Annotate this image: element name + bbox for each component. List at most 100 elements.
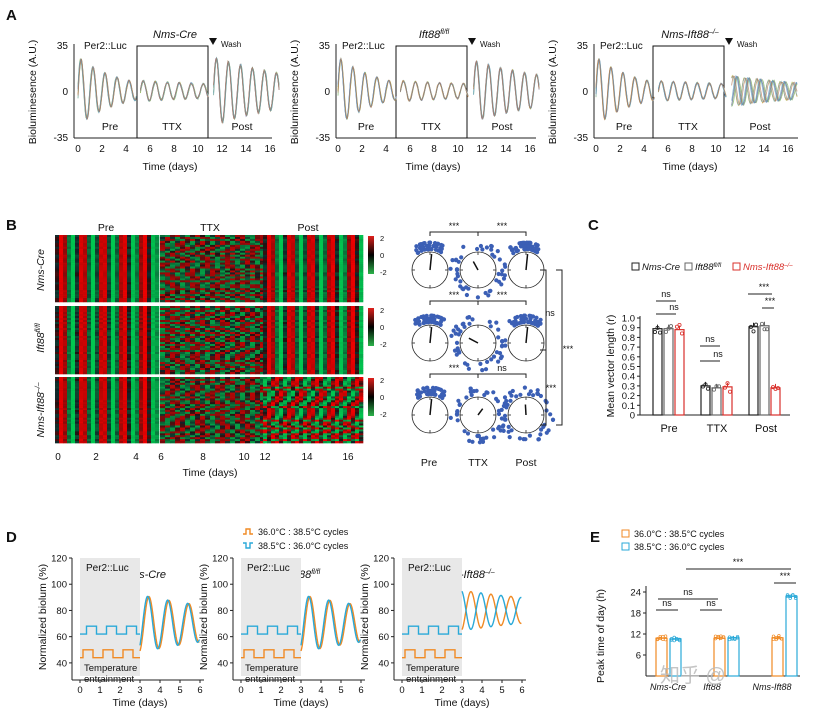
heatmap-cell bbox=[355, 264, 360, 267]
heatmap-cell bbox=[119, 235, 124, 238]
heatmap-cell bbox=[205, 262, 211, 265]
heatmap-cell bbox=[91, 242, 96, 246]
heatmap-cell bbox=[131, 298, 136, 301]
heatmap-cell bbox=[91, 334, 96, 337]
heatmap-cell bbox=[250, 338, 256, 341]
heatmap-cell bbox=[315, 322, 320, 325]
heatmap-cell bbox=[327, 332, 332, 335]
heatmap-cell bbox=[143, 282, 148, 285]
heatmap-cell bbox=[200, 286, 206, 289]
heatmap-cell bbox=[230, 360, 236, 363]
heatmap-cell bbox=[351, 256, 356, 259]
heatmap-cell bbox=[210, 292, 216, 295]
heatmap-cell bbox=[230, 242, 236, 246]
heatmap-cell bbox=[79, 292, 84, 295]
heatmap-cell bbox=[107, 372, 112, 375]
heatmap-cell bbox=[307, 235, 312, 238]
heatmap-cell bbox=[151, 324, 156, 327]
heatmap-cell bbox=[287, 328, 292, 331]
heatmap-cell bbox=[95, 314, 100, 317]
heatmap-cell bbox=[205, 314, 211, 317]
heatmap-cell bbox=[185, 360, 191, 363]
heatmap-cell bbox=[67, 352, 72, 355]
heatmap-cell bbox=[279, 237, 284, 240]
heatmap-cell bbox=[151, 256, 156, 259]
heatmap-cell bbox=[175, 308, 181, 311]
heatmap-cell bbox=[275, 368, 280, 371]
heatmap-cell bbox=[323, 296, 328, 299]
heatmap-cell bbox=[67, 334, 72, 337]
panel-a-ylabel: Bioluminesence (A.U.) bbox=[27, 40, 39, 144]
heatmap-cell bbox=[131, 238, 136, 242]
heatmap-cell bbox=[160, 356, 166, 359]
heatmap-cell bbox=[123, 354, 128, 357]
heatmap-cell bbox=[111, 314, 116, 317]
heatmap-cell bbox=[175, 242, 181, 246]
heatmap-cell bbox=[165, 244, 171, 248]
heatmap-cell bbox=[215, 272, 221, 275]
heatmap-cell bbox=[271, 250, 276, 254]
heatmap-cell bbox=[291, 314, 296, 317]
heatmap-cell bbox=[95, 242, 100, 246]
heatmap-cell bbox=[87, 244, 92, 248]
heatmap-cell bbox=[263, 316, 268, 319]
heatmap-cell bbox=[59, 266, 64, 269]
heatmap-cell bbox=[331, 338, 336, 341]
heatmap-cell bbox=[127, 280, 132, 283]
heatmap-cell bbox=[63, 356, 68, 359]
heatmap-cell bbox=[155, 356, 160, 359]
heatmap-cell bbox=[299, 288, 304, 291]
heatmap-cell bbox=[111, 235, 116, 238]
heatmap-cell bbox=[351, 280, 356, 283]
heatmap-cell bbox=[91, 260, 96, 263]
heatmap-cell bbox=[115, 260, 120, 263]
heatmap-cell bbox=[271, 286, 276, 289]
reporter-label: Per2::Luc bbox=[84, 41, 127, 52]
heatmap-cell bbox=[63, 288, 68, 291]
heatmap-cell bbox=[215, 300, 221, 303]
heatmap-cell bbox=[59, 362, 64, 365]
heatmap-cell bbox=[359, 318, 364, 321]
heatmap-cell bbox=[299, 296, 304, 299]
heatmap-cell bbox=[303, 282, 308, 285]
heatmap-cell bbox=[260, 342, 266, 345]
heatmap-cell bbox=[205, 240, 211, 244]
heatmap-cell bbox=[175, 370, 181, 373]
heatmap-cell bbox=[175, 326, 181, 329]
heatmap-cell bbox=[83, 237, 88, 240]
heatmap-cell bbox=[250, 292, 256, 295]
heatmap-cell bbox=[283, 272, 288, 275]
heatmap-cell bbox=[275, 294, 280, 297]
heatmap-cell bbox=[210, 342, 216, 345]
heatmap-cell bbox=[225, 342, 231, 345]
heatmap-cell bbox=[103, 316, 108, 319]
heatmap-cell bbox=[271, 306, 276, 309]
heatmap-cell bbox=[87, 332, 92, 335]
heatmap-cell bbox=[160, 352, 166, 355]
heatmap-cell bbox=[230, 288, 236, 291]
heatmap-cell bbox=[190, 264, 196, 267]
heatmap-cell bbox=[127, 274, 132, 277]
heatmap-cell bbox=[71, 284, 76, 287]
heatmap-cell bbox=[63, 320, 68, 323]
heatmap-cell bbox=[155, 336, 160, 339]
heatmap-cell bbox=[185, 326, 191, 329]
heatmap-cell bbox=[115, 268, 120, 271]
heatmap-cell bbox=[75, 332, 80, 335]
heatmap-cell bbox=[307, 322, 312, 325]
heatmap-cell bbox=[95, 300, 100, 303]
heatmap-cell bbox=[347, 252, 352, 255]
heatmap-cell bbox=[195, 282, 201, 285]
heatmap-cell bbox=[160, 260, 166, 263]
heatmap-cell bbox=[175, 258, 181, 261]
heatmap-cell bbox=[225, 237, 231, 240]
heatmap-cell bbox=[195, 284, 201, 287]
heatmap-cell bbox=[355, 352, 360, 355]
heatmap-cell bbox=[127, 364, 132, 367]
heatmap-cell bbox=[59, 237, 64, 240]
heatmap-cell bbox=[103, 360, 108, 363]
heatmap-cell bbox=[147, 358, 152, 361]
heatmap-cell bbox=[123, 334, 128, 337]
heatmap-cell bbox=[225, 290, 231, 293]
heatmap-cell bbox=[347, 270, 352, 273]
